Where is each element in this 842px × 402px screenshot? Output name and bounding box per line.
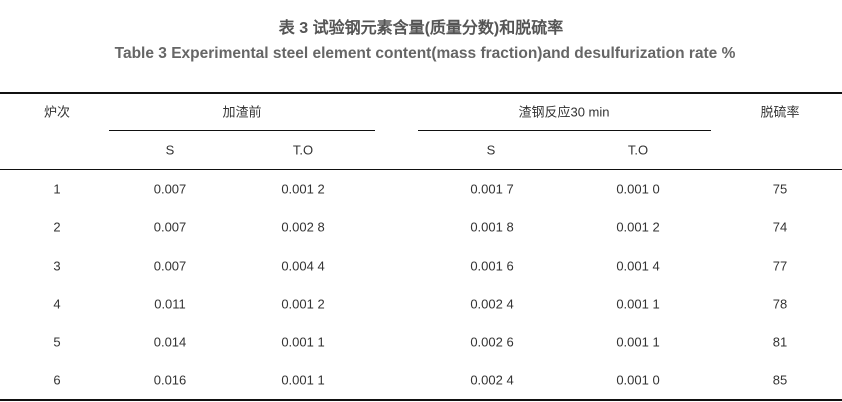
subheader-to-before: T.O xyxy=(292,142,314,158)
cell-s-after: 0.002 6 xyxy=(470,334,514,350)
cell-s-before: 0.011 xyxy=(154,296,186,312)
cell-to-before: 0.004 4 xyxy=(281,258,325,274)
cell-rate: 85 xyxy=(772,372,788,388)
cell-to-after: 0.001 1 xyxy=(616,296,660,312)
cell-heat: 2 xyxy=(53,219,61,235)
cell-to-after: 0.001 2 xyxy=(616,219,660,235)
header-after-30min: 渣钢反应30 min xyxy=(518,104,610,120)
header-rate: 脱硫率 xyxy=(760,104,800,120)
cell-to-before: 0.001 1 xyxy=(281,372,325,388)
cell-to-after: 0.001 1 xyxy=(616,334,660,350)
group-rule-after xyxy=(418,130,711,131)
cell-rate: 78 xyxy=(772,296,788,312)
cell-s-after: 0.001 7 xyxy=(470,181,514,197)
top-rule xyxy=(0,92,842,94)
cell-to-after: 0.001 0 xyxy=(616,372,660,388)
cell-s-after: 0.002 4 xyxy=(470,296,514,312)
cell-s-before: 0.014 xyxy=(153,334,187,350)
cell-s-before: 0.007 xyxy=(153,258,187,274)
cell-s-before: 0.007 xyxy=(153,219,187,235)
group-rule-before xyxy=(109,130,375,131)
cell-rate: 75 xyxy=(772,181,788,197)
cell-s-before: 0.016 xyxy=(153,372,187,388)
subheader-s-after: S xyxy=(486,142,496,158)
cell-s-after: 0.001 6 xyxy=(470,258,514,274)
cell-to-before: 0.001 2 xyxy=(281,181,325,197)
cell-heat: 1 xyxy=(53,181,61,197)
cell-s-after: 0.002 4 xyxy=(470,372,514,388)
header-heat: 炉次 xyxy=(43,104,71,120)
cell-heat: 5 xyxy=(53,334,61,350)
subheader-to-after: T.O xyxy=(627,142,649,158)
table-title-cn: 表 3 试验钢元素含量(质量分数)和脱硫率 xyxy=(278,20,564,37)
header-rule xyxy=(0,169,842,170)
cell-to-before: 0.001 2 xyxy=(281,296,325,312)
cell-to-after: 0.001 0 xyxy=(616,181,660,197)
cell-to-before: 0.002 8 xyxy=(281,219,325,235)
subheader-s-before: S xyxy=(165,142,175,158)
header-before-slag: 加渣前 xyxy=(222,104,262,120)
cell-rate: 77 xyxy=(772,258,788,274)
cell-to-before: 0.001 1 xyxy=(281,334,325,350)
cell-heat: 3 xyxy=(53,258,61,274)
cell-s-before: 0.007 xyxy=(153,181,187,197)
cell-rate: 74 xyxy=(772,219,788,235)
table-title-en: Table 3 Experimental steel element conte… xyxy=(114,45,736,62)
cell-s-after: 0.001 8 xyxy=(470,219,514,235)
bottom-rule xyxy=(0,399,842,401)
cell-rate: 81 xyxy=(772,334,788,350)
cell-to-after: 0.001 4 xyxy=(616,258,660,274)
cell-heat: 4 xyxy=(53,296,61,312)
cell-heat: 6 xyxy=(53,372,61,388)
